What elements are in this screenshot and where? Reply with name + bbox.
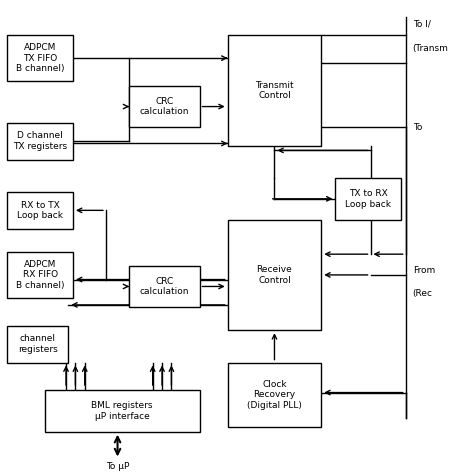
Text: RX to TX
Loop back: RX to TX Loop back <box>17 201 63 220</box>
FancyBboxPatch shape <box>8 326 68 363</box>
Text: ADPCM
TX FIFO
B channel): ADPCM TX FIFO B channel) <box>16 43 64 73</box>
Text: CRC
calculation: CRC calculation <box>140 277 189 296</box>
FancyBboxPatch shape <box>8 192 73 229</box>
Text: TX to RX
Loop back: TX to RX Loop back <box>345 189 391 209</box>
Text: CRC
calculation: CRC calculation <box>140 97 189 116</box>
FancyBboxPatch shape <box>45 390 200 432</box>
Text: To: To <box>413 123 422 132</box>
FancyBboxPatch shape <box>336 178 401 219</box>
Text: From: From <box>413 266 435 275</box>
FancyBboxPatch shape <box>129 86 200 128</box>
FancyBboxPatch shape <box>8 123 73 160</box>
FancyBboxPatch shape <box>228 35 321 146</box>
FancyBboxPatch shape <box>228 219 321 330</box>
FancyBboxPatch shape <box>129 266 200 307</box>
Text: Receive
Control: Receive Control <box>256 265 292 284</box>
Text: To I/: To I/ <box>413 19 430 28</box>
FancyBboxPatch shape <box>228 363 321 427</box>
Text: ADPCM
RX FIFO
B channel): ADPCM RX FIFO B channel) <box>16 260 64 290</box>
FancyBboxPatch shape <box>8 252 73 298</box>
Text: (Transm: (Transm <box>413 45 448 54</box>
Text: D channel
TX registers: D channel TX registers <box>13 131 67 151</box>
Text: channel
registers: channel registers <box>18 335 58 354</box>
Text: (Rec: (Rec <box>413 289 433 298</box>
Text: To µP: To µP <box>106 462 129 471</box>
Text: BML registers
µP interface: BML registers µP interface <box>91 401 153 421</box>
Text: Clock
Recovery
(Digital PLL): Clock Recovery (Digital PLL) <box>247 380 302 410</box>
FancyBboxPatch shape <box>8 35 73 81</box>
Text: Transmit
Control: Transmit Control <box>255 81 294 100</box>
